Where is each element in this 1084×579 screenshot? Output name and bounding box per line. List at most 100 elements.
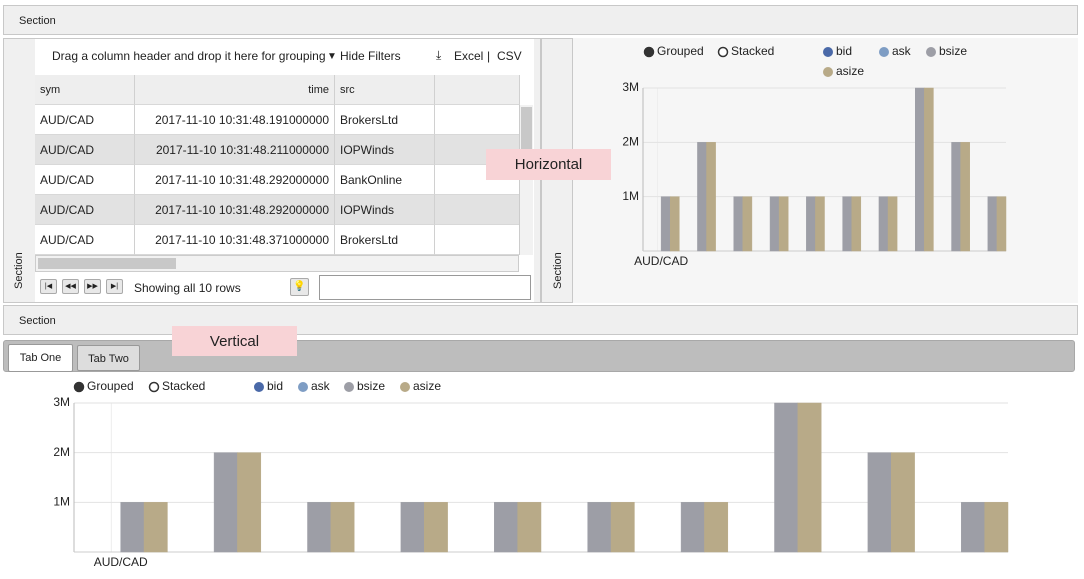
legend-label: bid	[267, 379, 283, 393]
bar	[842, 196, 852, 252]
mode-label: Grouped	[657, 44, 704, 58]
download-icon: ⤓	[436, 48, 442, 62]
mode-label: Stacked	[731, 44, 774, 58]
h-scrollbar[interactable]	[35, 255, 519, 272]
bar	[400, 502, 425, 553]
cell: AUD/CAD	[35, 105, 135, 135]
bar	[704, 502, 729, 553]
column-header[interactable]: time	[135, 75, 335, 105]
bar	[815, 196, 825, 252]
bar	[984, 502, 1009, 553]
legend-label: bsize	[357, 379, 385, 393]
cell	[435, 195, 520, 225]
bar	[960, 142, 970, 252]
group-hint: Drag a column header and drop it here fo…	[52, 49, 326, 63]
cell: BankOnline	[335, 165, 435, 195]
mode-radio[interactable]	[73, 381, 85, 393]
mode-radio[interactable]	[643, 46, 655, 58]
cell: AUD/CAD	[35, 195, 135, 225]
y-tick-label: 3M	[53, 395, 70, 409]
bar	[494, 502, 518, 553]
excel-link[interactable]: Excel	[454, 49, 484, 63]
bar	[660, 196, 671, 252]
scroll-thumb[interactable]	[521, 107, 532, 177]
tips-button[interactable]: 💡	[290, 278, 309, 296]
v-scrollbar[interactable]	[519, 105, 533, 255]
legend-label: ask	[311, 379, 331, 393]
y-tick-label: 2M	[53, 445, 70, 459]
y-tick-label: 2M	[622, 135, 639, 149]
bar	[680, 502, 705, 553]
legend-dot	[298, 382, 308, 392]
filter-icon[interactable]: ▼	[327, 51, 337, 62]
vertical-label: Vertical	[172, 326, 297, 356]
cell: 2017-11-10 10:31:48.292000000	[135, 195, 335, 225]
status-text: Showing all 10 rows	[134, 281, 241, 295]
last-page[interactable]: ▶|	[106, 279, 123, 294]
horizontal-label: Horizontal	[486, 149, 611, 180]
cell: 2017-11-10 10:31:48.211000000	[135, 135, 335, 165]
column-header[interactable]: sym	[35, 75, 135, 105]
bar	[213, 452, 238, 553]
bar	[517, 502, 542, 553]
search-input[interactable]	[319, 275, 531, 300]
bar	[987, 196, 998, 252]
bar	[706, 142, 716, 252]
bar	[697, 142, 707, 252]
tab[interactable]: Tab Two	[77, 345, 140, 371]
bar	[951, 142, 961, 252]
bar	[330, 502, 355, 553]
cell: AUD/CAD	[35, 135, 135, 165]
legend-dot	[344, 382, 354, 392]
cell: AUD/CAD	[35, 165, 135, 195]
bar	[797, 402, 822, 553]
mode-label: Stacked	[162, 379, 205, 393]
cell: 2017-11-10 10:31:48.371000000	[135, 225, 335, 255]
cell: IOPWinds	[335, 195, 435, 225]
legend-label: bid	[836, 44, 852, 58]
legend-label: bsize	[939, 44, 967, 58]
y-tick-label: 1M	[622, 189, 639, 203]
tab[interactable]: Tab One	[8, 344, 73, 372]
section-header: Section	[3, 5, 1078, 35]
bar	[610, 502, 635, 553]
separator: |	[487, 49, 491, 63]
bar	[769, 196, 780, 252]
cell: 2017-11-10 10:31:48.191000000	[135, 105, 335, 135]
bar	[424, 502, 448, 553]
table: sym time src AUD/CAD 2017-11-10 10:31:48.191…	[35, 75, 520, 255]
bar	[733, 196, 744, 252]
y-tick-label: 1M	[53, 495, 70, 509]
bar	[742, 196, 753, 252]
cell: IOPWinds	[335, 135, 435, 165]
bar	[307, 502, 332, 553]
mode-radio[interactable]	[148, 381, 160, 393]
mode-radio[interactable]	[717, 46, 729, 58]
legend-label: asize	[836, 64, 864, 78]
bar	[915, 87, 925, 252]
bar	[887, 196, 898, 252]
bar	[867, 452, 892, 553]
bar	[891, 452, 915, 553]
legend-dot	[926, 47, 936, 57]
first-page[interactable]: |◀	[40, 279, 57, 294]
bar	[806, 196, 816, 252]
bar	[851, 196, 862, 252]
scroll-thumb[interactable]	[38, 258, 176, 269]
bar	[996, 196, 1007, 252]
hide-filters[interactable]: Hide Filters	[340, 49, 401, 63]
bar	[587, 502, 612, 553]
legend-dot	[254, 382, 264, 392]
csv-link[interactable]: CSV	[497, 49, 522, 63]
cell: BrokersLtd	[335, 105, 435, 135]
bar	[961, 502, 985, 553]
legend-label: ask	[892, 44, 912, 58]
next-page[interactable]: ▶▶	[84, 279, 101, 294]
column-header[interactable]: src	[335, 75, 435, 105]
bar	[143, 502, 168, 553]
x-tick-label: AUD/CAD	[94, 555, 148, 569]
bar	[878, 196, 889, 252]
prev-page[interactable]: ◀◀	[62, 279, 79, 294]
bar	[120, 502, 145, 553]
